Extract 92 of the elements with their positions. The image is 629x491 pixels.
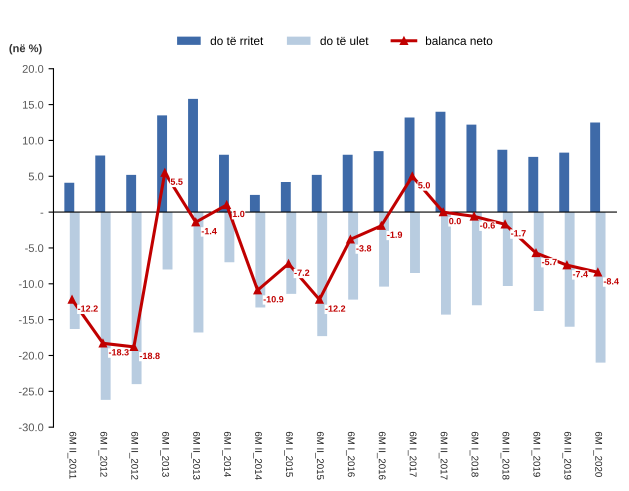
data-label: 5.5	[170, 178, 183, 185]
bar	[528, 156, 538, 212]
y-tick-label: -30.0	[18, 423, 44, 432]
point	[315, 295, 324, 304]
data-label: -18.8	[140, 352, 160, 360]
point	[562, 260, 572, 270]
data-label: 1.0	[232, 210, 244, 218]
point	[160, 168, 169, 177]
data-label: -1.4	[202, 228, 217, 234]
legend-label: balanca neto	[426, 36, 492, 46]
x-tick-label: 6M II_2011	[68, 432, 76, 479]
point	[130, 342, 138, 352]
bar	[404, 117, 414, 212]
x-tick-label: 6M I_2018	[470, 432, 478, 477]
bar	[188, 98, 198, 212]
bar	[126, 174, 136, 212]
x-tick-label: 6M II_2016	[376, 432, 386, 480]
bar	[162, 212, 172, 270]
bar	[194, 212, 204, 333]
bar	[440, 212, 451, 315]
point	[68, 295, 76, 304]
x-tick-label: 6M II_2014	[253, 432, 262, 480]
x-tick-label: 6M II_2015	[315, 432, 324, 480]
data-label: -10.9	[264, 296, 284, 302]
bar	[95, 155, 106, 212]
data-label: -5.7	[542, 258, 557, 266]
x-tick-label: 6M I_2020	[593, 432, 602, 477]
bar	[286, 212, 296, 294]
data-label: -8.4	[604, 278, 619, 285]
bar	[559, 152, 570, 212]
point	[253, 286, 262, 294]
x-tick-label: 6M I_2016	[346, 432, 355, 477]
data-label: -12.2	[325, 305, 346, 312]
x-tick-label: 6M II_2018	[500, 432, 510, 480]
y-tick-label: 20.0	[22, 65, 44, 73]
point	[439, 208, 448, 216]
x-tick-label: 6M I_2017	[408, 432, 417, 477]
point	[500, 220, 510, 228]
data-label: -1.7	[510, 230, 526, 236]
point	[98, 339, 108, 348]
data-label: -1.9	[387, 232, 402, 238]
legend-label: do të ulet	[320, 36, 368, 46]
x-tick-label: 6M I_2013	[160, 432, 170, 477]
point	[192, 218, 200, 226]
bar	[497, 150, 508, 212]
data-label: -7.2	[294, 270, 310, 276]
bar	[436, 112, 446, 212]
x-tick-label: 6M II_2017	[438, 432, 448, 480]
x-tick-label: 6M I_2019	[532, 432, 540, 477]
y-axis-title: (në %)	[9, 44, 42, 54]
x-tick-label: 6M II_2012	[129, 432, 138, 480]
data-label: -18.3	[108, 349, 129, 356]
bar	[466, 124, 476, 212]
y-tick-label: -15.0	[18, 316, 44, 324]
y-tick-label: -	[40, 212, 44, 214]
y-tick-label: 15.0	[22, 100, 44, 109]
x-tick-label: 6M II_2013	[191, 432, 200, 480]
data-label: -7.4	[572, 271, 588, 278]
point	[377, 222, 386, 230]
bar	[64, 182, 74, 212]
x-tick-label: 6M I_2012	[98, 432, 108, 477]
bar	[342, 154, 353, 212]
y-tick-label: -10.0	[18, 280, 44, 288]
point	[346, 235, 355, 244]
bar	[410, 212, 420, 274]
bar	[70, 212, 80, 329]
x-tick-label: 6M II_2019	[562, 432, 572, 480]
point	[470, 212, 478, 221]
bar	[502, 212, 513, 286]
bar	[280, 182, 291, 212]
data-label: 5.0	[418, 182, 430, 188]
point	[408, 172, 416, 180]
y-tick-label: -20.0	[18, 352, 44, 360]
data-label: -12.2	[78, 305, 98, 312]
bar	[590, 122, 600, 212]
bar	[312, 174, 322, 212]
data-label: -3.8	[356, 245, 372, 252]
bar	[374, 151, 384, 212]
y-tick-label: -25.0	[18, 388, 44, 396]
data-label: -0.6	[480, 222, 495, 229]
data-label: 0.0	[449, 218, 461, 224]
legend-label: do të rritet	[210, 36, 264, 46]
point	[532, 248, 540, 258]
y-tick-label: -5.0	[25, 244, 44, 252]
y-tick-label: 10.0	[22, 136, 44, 145]
x-tick-label: 6M I_2014	[222, 432, 231, 477]
point	[594, 268, 602, 276]
bar	[250, 194, 260, 212]
x-tick-label: 6M I_2015	[284, 432, 293, 477]
y-tick-label: 5.0	[28, 172, 44, 180]
point	[222, 200, 231, 210]
bar	[472, 212, 482, 306]
